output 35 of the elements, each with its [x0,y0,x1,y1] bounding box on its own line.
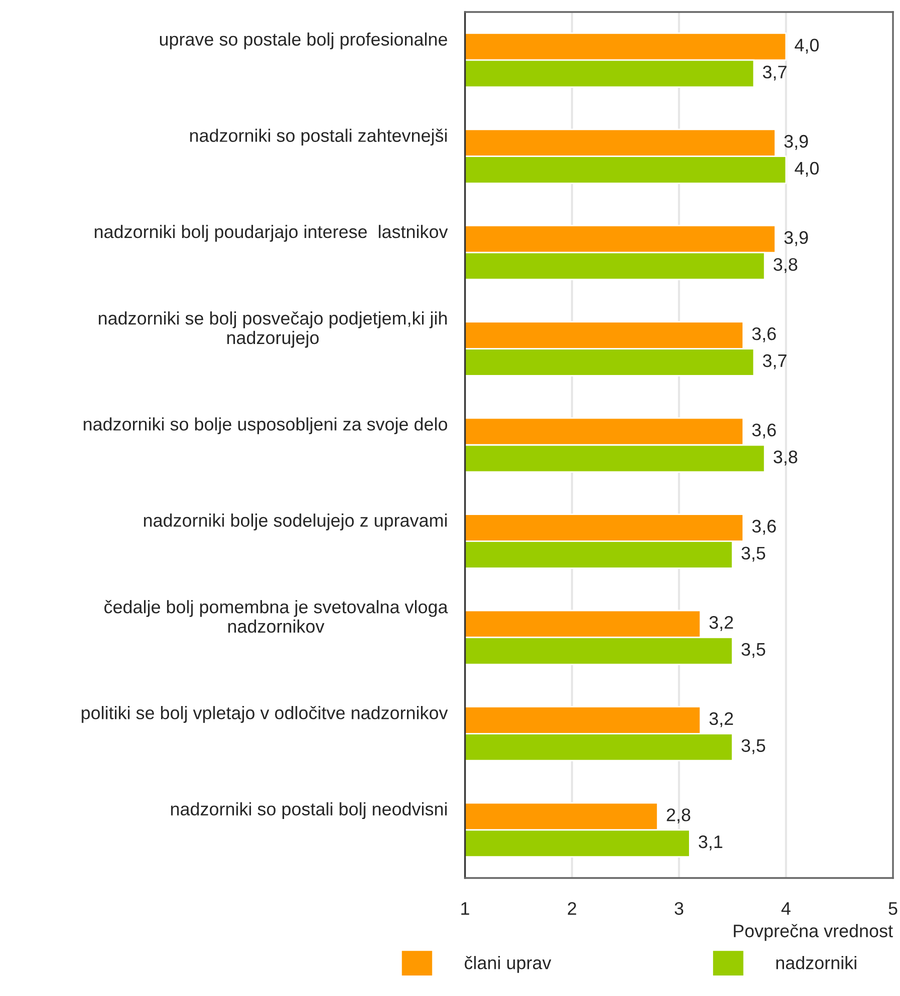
y-tick-label: nadzorniki so bolje usposobljeni za svoje delo [84,417,448,434]
legend-label: člani uprav [464,956,552,973]
y-tick-label: čedalje bolj pomembna je svetovalna vloga nadzornikov [104,600,448,633]
data-label: 3,2 [709,712,733,728]
data-label: 3,8 [774,258,798,274]
y-tick-label: nadzorniki bolj poudarjajo interese lastnikov [94,224,448,242]
data-label: 3,9 [784,231,808,246]
data-label: 3,5 [742,546,766,562]
data-label: 3,7 [762,66,786,81]
data-label: 3,8 [774,450,798,466]
x-axis-title: Povprečna vrednost [734,924,893,941]
data-label: 3,2 [709,616,733,631]
y-tick-label: uprave so postale bolj profesionalne [160,32,448,50]
data-label: 3,9 [784,134,808,150]
y-tick-label: nadzorniki so postali zahtevnejši [190,128,447,146]
data-label: 3,6 [752,327,776,342]
data-label: 3,6 [752,424,776,439]
data-label: 4,0 [794,162,819,177]
legend-label: nadzorniki [776,956,856,970]
x-tick-label: 1 [461,902,470,915]
y-tick-label: politiki se bolj vpletajo v odločitve nadzornikov [82,706,448,723]
data-label: 3,5 [742,642,766,658]
data-label: 3,6 [752,520,776,535]
x-tick-label: 4 [781,902,790,915]
data-label: 3,1 [698,835,722,850]
x-tick-label: 5 [888,902,898,915]
x-tick-label: 3 [674,902,684,915]
y-tick-label: nadzorniki so postali bolj neodvisni [171,802,447,820]
data-label: 2,8 [666,808,690,824]
y-tick-label: nadzorniki se bolj posvečajo podjetjem,ki jih nadzorujejo [98,311,447,348]
data-label: 4,0 [794,38,819,54]
y-tick-label: nadzorniki bolje sodelujejo z upravami [144,514,447,530]
data-label: 3,7 [762,354,786,370]
data-label: 3,5 [742,739,766,754]
x-tick-label: 2 [568,902,576,915]
